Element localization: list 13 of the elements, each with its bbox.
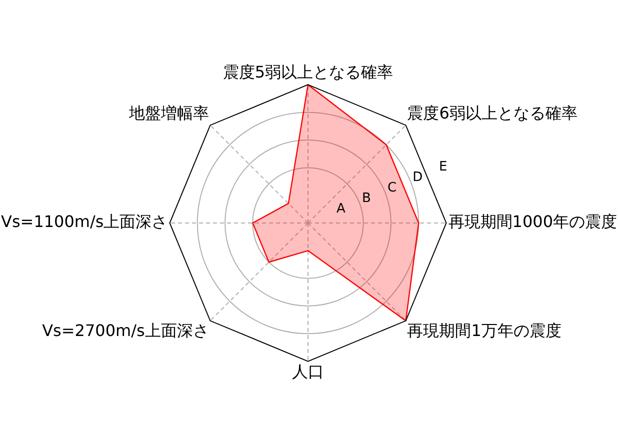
spoke-label: Vs=2700m/s上面深さ	[42, 320, 209, 340]
spoke-label: 人口	[292, 362, 324, 382]
spoke-label: 震度6弱以上となる確率	[407, 103, 578, 122]
y-tick-label: D	[412, 170, 423, 185]
spoke-label: 再現期間1000年の震度	[448, 212, 617, 232]
y-tick-label: C	[388, 180, 397, 196]
spoke-label: 震度5弱以上となる確率	[222, 62, 394, 82]
spoke-label: 地盤増幅率	[128, 103, 209, 122]
y-tick-label: A	[336, 202, 346, 217]
y-tick-label: E	[439, 159, 448, 174]
spoke-label: 再現期間1万年の震度	[407, 320, 562, 340]
y-tick-label: B	[362, 191, 371, 206]
spoke-label: Vs=1100m/s上面深さ	[1, 212, 168, 232]
